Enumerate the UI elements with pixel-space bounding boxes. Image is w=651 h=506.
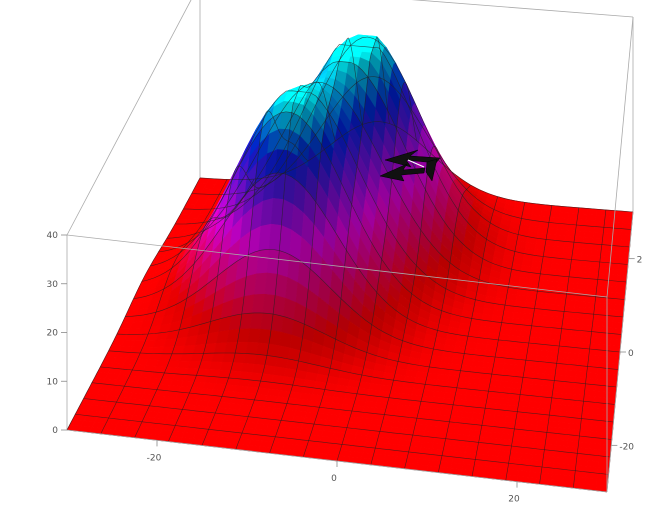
mesh-line (573, 209, 607, 489)
surface-patch (604, 215, 615, 223)
surface-patch (582, 242, 593, 250)
surface-patch (539, 332, 552, 340)
mesh-line (199, 121, 634, 213)
surface-patch (603, 221, 614, 229)
surface-patch (613, 304, 625, 312)
surface-patch (575, 224, 586, 232)
surface-patch (585, 219, 596, 227)
surface-patch (566, 223, 577, 231)
surface-patch (594, 220, 605, 228)
surface-patch (593, 232, 604, 240)
arrows-cluster-icon (379, 149, 441, 182)
surface-mesh (66, 34, 634, 493)
mesh-line (141, 111, 622, 335)
surface-patch (586, 208, 598, 216)
mesh-line (183, 36, 630, 248)
surface-patch (586, 213, 597, 221)
surface-patch (617, 263, 629, 271)
surface-patch (601, 238, 613, 246)
surface-patch (589, 260, 601, 269)
box-edge (411, 0, 634, 18)
z-tick-label: 0 (52, 426, 58, 436)
mesh-line (370, 145, 444, 465)
surface-patch (576, 218, 587, 226)
surface-patch (613, 216, 624, 224)
mesh-line (175, 44, 629, 265)
mesh-line (404, 184, 471, 469)
mesh-line (505, 205, 553, 481)
z-tick-label: 20 (47, 329, 59, 339)
surface-patch (559, 205, 571, 213)
x-tick-label: 0 (331, 474, 337, 484)
arrow-highlight (407, 159, 425, 168)
mesh-line (150, 90, 624, 318)
surface-patch (574, 230, 586, 238)
y-tick-label: 0 (628, 349, 634, 359)
arrow-icon (379, 163, 426, 182)
surface-patch (611, 233, 622, 241)
surface-patch (610, 239, 622, 247)
surface-patch (612, 221, 624, 230)
mesh-line (158, 81, 625, 300)
surface-patch (568, 206, 580, 214)
z-tick-label: 30 (47, 280, 59, 290)
surface-patch (605, 209, 616, 217)
surface-patch (602, 227, 614, 235)
arrow-icon (384, 149, 441, 168)
surface-patch (620, 234, 632, 242)
surface-patch (583, 231, 595, 239)
mesh-line (191, 76, 632, 230)
surface-patch (614, 210, 625, 218)
mesh-line (539, 207, 580, 485)
surface-patch (593, 226, 605, 234)
surface-patch (602, 232, 613, 240)
surface-patch (623, 211, 634, 219)
mesh-line (438, 196, 498, 473)
z-tick-label: 10 (47, 377, 59, 387)
surface-patch (562, 246, 574, 254)
box-edge (66, 0, 192, 236)
surface-patch (558, 211, 570, 219)
surface-patch (577, 207, 589, 215)
surface-patch (620, 240, 631, 248)
z-tick-label: 40 (47, 231, 59, 241)
mesh-line (471, 202, 526, 477)
surface-patch (621, 222, 633, 230)
surface-patch (619, 245, 631, 254)
arrow-icon (425, 158, 438, 182)
y-tick-label: -20 (619, 442, 634, 452)
x-tick-label: 20 (508, 495, 520, 505)
surface-patch (590, 249, 602, 257)
surface-patch (592, 237, 603, 245)
surface-patch (595, 214, 606, 222)
surface-patch (588, 266, 600, 274)
mesh-line (133, 172, 621, 353)
surface-patch (279, 331, 293, 349)
surface-patch (576, 213, 588, 221)
y-tick-label: 2 (637, 256, 643, 266)
surface-patch (567, 212, 579, 220)
box-edge (606, 16, 634, 298)
surface-patch (622, 216, 633, 224)
surface-patch (595, 208, 607, 216)
surface-patch (591, 243, 603, 251)
mesh-line (166, 61, 627, 283)
surface-patch (545, 297, 557, 305)
surface-patch (619, 251, 630, 259)
surface-patch (587, 278, 599, 286)
surface-patch (621, 228, 632, 236)
surface-patch (576, 283, 588, 291)
surface-patch (612, 227, 623, 235)
surface-patch (581, 248, 593, 256)
box-edge (66, 234, 608, 298)
x-tick-label: -20 (147, 453, 162, 463)
